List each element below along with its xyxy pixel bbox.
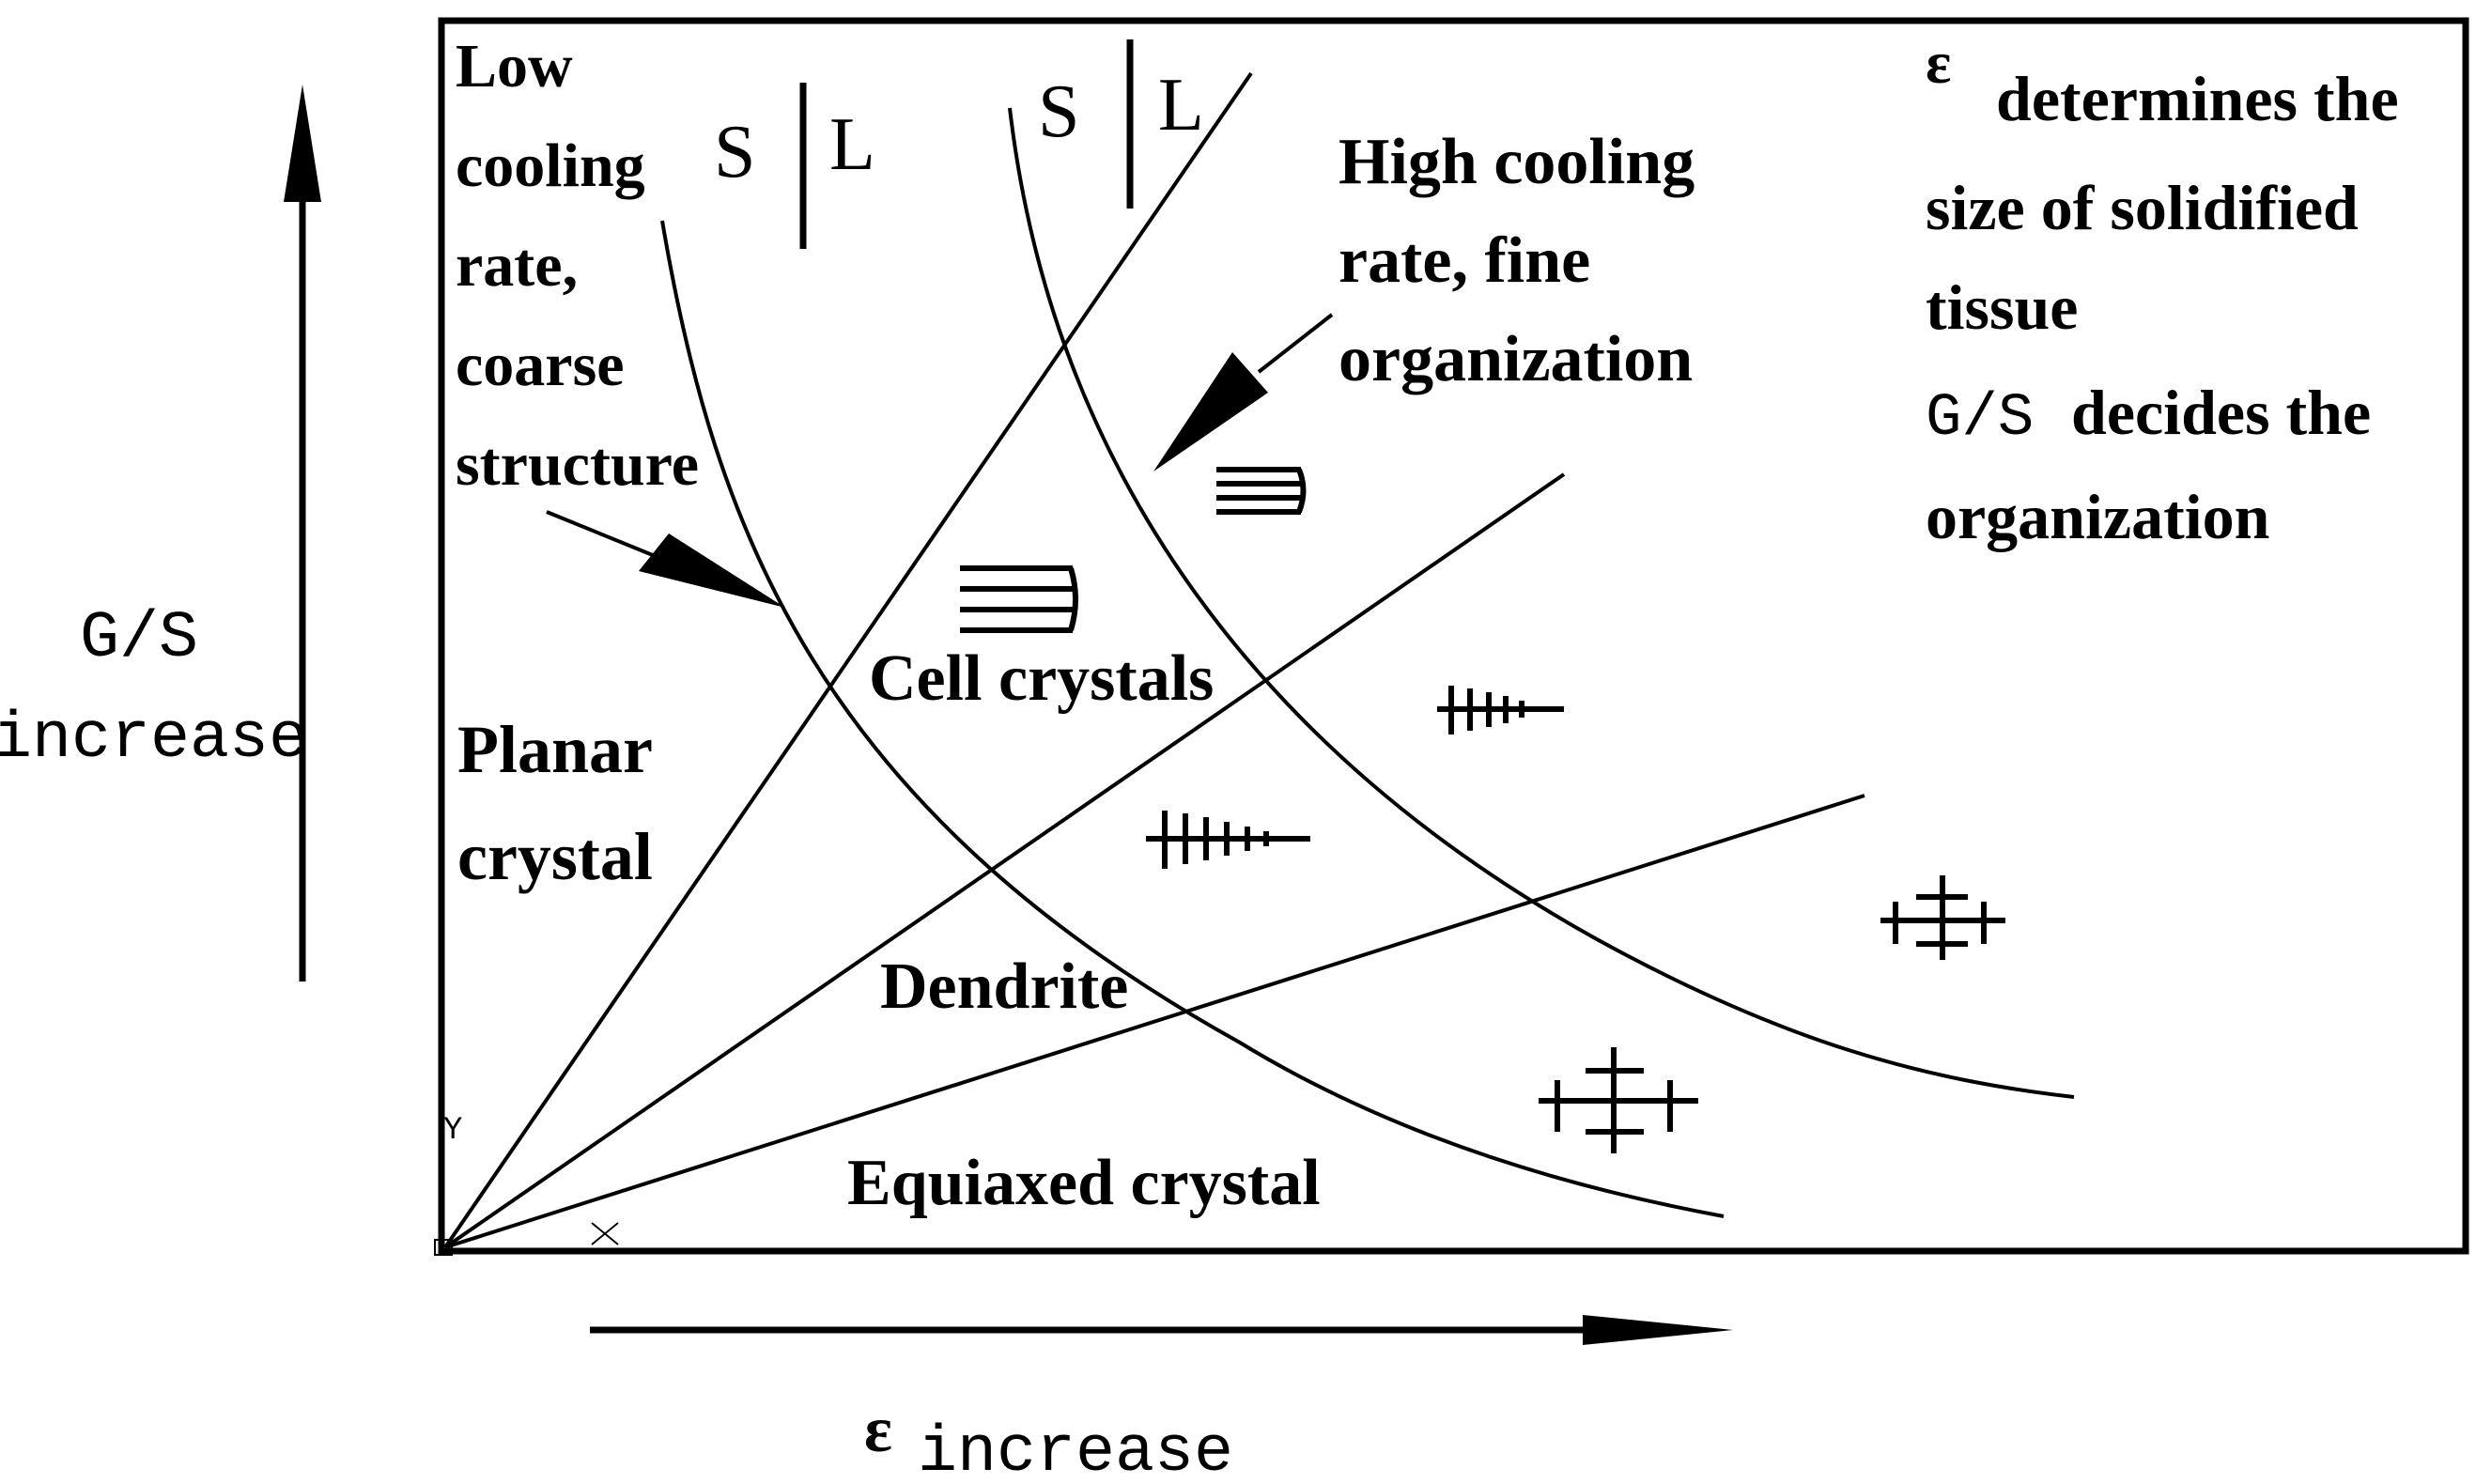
low-cooling-line-1: Low	[456, 32, 573, 100]
equiaxed-crystal-label: Equiaxed crystal	[847, 1147, 1321, 1219]
boundary-line-dendrite-equiaxed	[444, 794, 1865, 1249]
low-cooling-label: Low cooling rate, coarse structure	[456, 32, 699, 499]
low-cooling-line-2: cooling	[456, 131, 645, 200]
planar-line-1: Planar	[457, 712, 653, 787]
cell-crystals-label: Cell crystals	[869, 642, 1214, 715]
equiaxed-glyph-large	[1539, 1047, 1698, 1153]
solid-label-high: S	[1038, 70, 1080, 153]
notes-block: ε determines the size of solidified tiss…	[1926, 29, 2399, 552]
low-cooling-line-3: rate,	[456, 231, 578, 300]
epsilon-note-line-3: tissue	[1926, 271, 2078, 343]
low-cooling-line-5: structure	[456, 430, 699, 499]
corner-y-mark: Y	[443, 1113, 462, 1149]
gs-note-line-2: organization	[1926, 481, 2269, 552]
boundary-line-planar-cell	[443, 71, 1253, 1249]
epsilon-note-line-1: determines the	[1996, 63, 2399, 134]
origin-marker	[434, 1239, 453, 1256]
x-axis-word: increase	[918, 1416, 1233, 1484]
high-cooling-line-2: rate, fine	[1339, 224, 1590, 297]
low-cooling-line-4: coarse	[456, 331, 625, 399]
equiaxed-glyph-small	[1880, 875, 2005, 960]
high-cooling-rate-curve	[1008, 107, 2075, 1099]
cell-crystal-glyph-small	[1216, 467, 1307, 515]
solid-label-low: S	[714, 111, 756, 193]
high-cooling-pointer-line	[1257, 313, 1334, 374]
high-cooling-pointer-head	[1153, 352, 1268, 471]
dendrite-glyph-large	[1146, 811, 1310, 869]
low-cooling-rate-curve	[660, 220, 1725, 1218]
epsilon-symbol-note: ε	[1926, 29, 1951, 96]
dendrite-glyph-small	[1437, 686, 1564, 734]
x-axis-symbol: ε	[864, 1394, 892, 1466]
cell-crystal-glyph-large	[960, 565, 1078, 633]
gs-symbol-note: G/S	[1926, 385, 2034, 453]
low-cooling-pointer-line	[546, 510, 670, 564]
high-cooling-line-3: organization	[1339, 323, 1693, 395]
corner-x-mark-b	[591, 1222, 619, 1245]
high-cooling-line-1: High cooling	[1339, 126, 1695, 198]
liquid-label-high: L	[1158, 64, 1204, 147]
y-axis-word: increase	[0, 703, 308, 777]
boundary-line-cell-dendrite	[443, 472, 1566, 1249]
diagram-frame	[438, 17, 2469, 1255]
planar-crystal-label: Planar crystal	[457, 712, 653, 894]
y-axis-symbol: G/S	[80, 602, 198, 676]
planar-line-2: crystal	[457, 819, 653, 894]
dendrite-label: Dendrite	[880, 951, 1128, 1023]
liquid-label-low: L	[829, 103, 875, 186]
epsilon-note-line-2: size of solidified	[1926, 172, 2359, 243]
gs-note-line-1: decides the	[2071, 377, 2371, 448]
x-axis-arrowhead	[1583, 1315, 1733, 1345]
low-cooling-pointer-head	[639, 533, 785, 608]
y-axis-arrowhead	[284, 85, 321, 202]
high-cooling-label: High cooling rate, fine organization	[1339, 126, 1695, 395]
